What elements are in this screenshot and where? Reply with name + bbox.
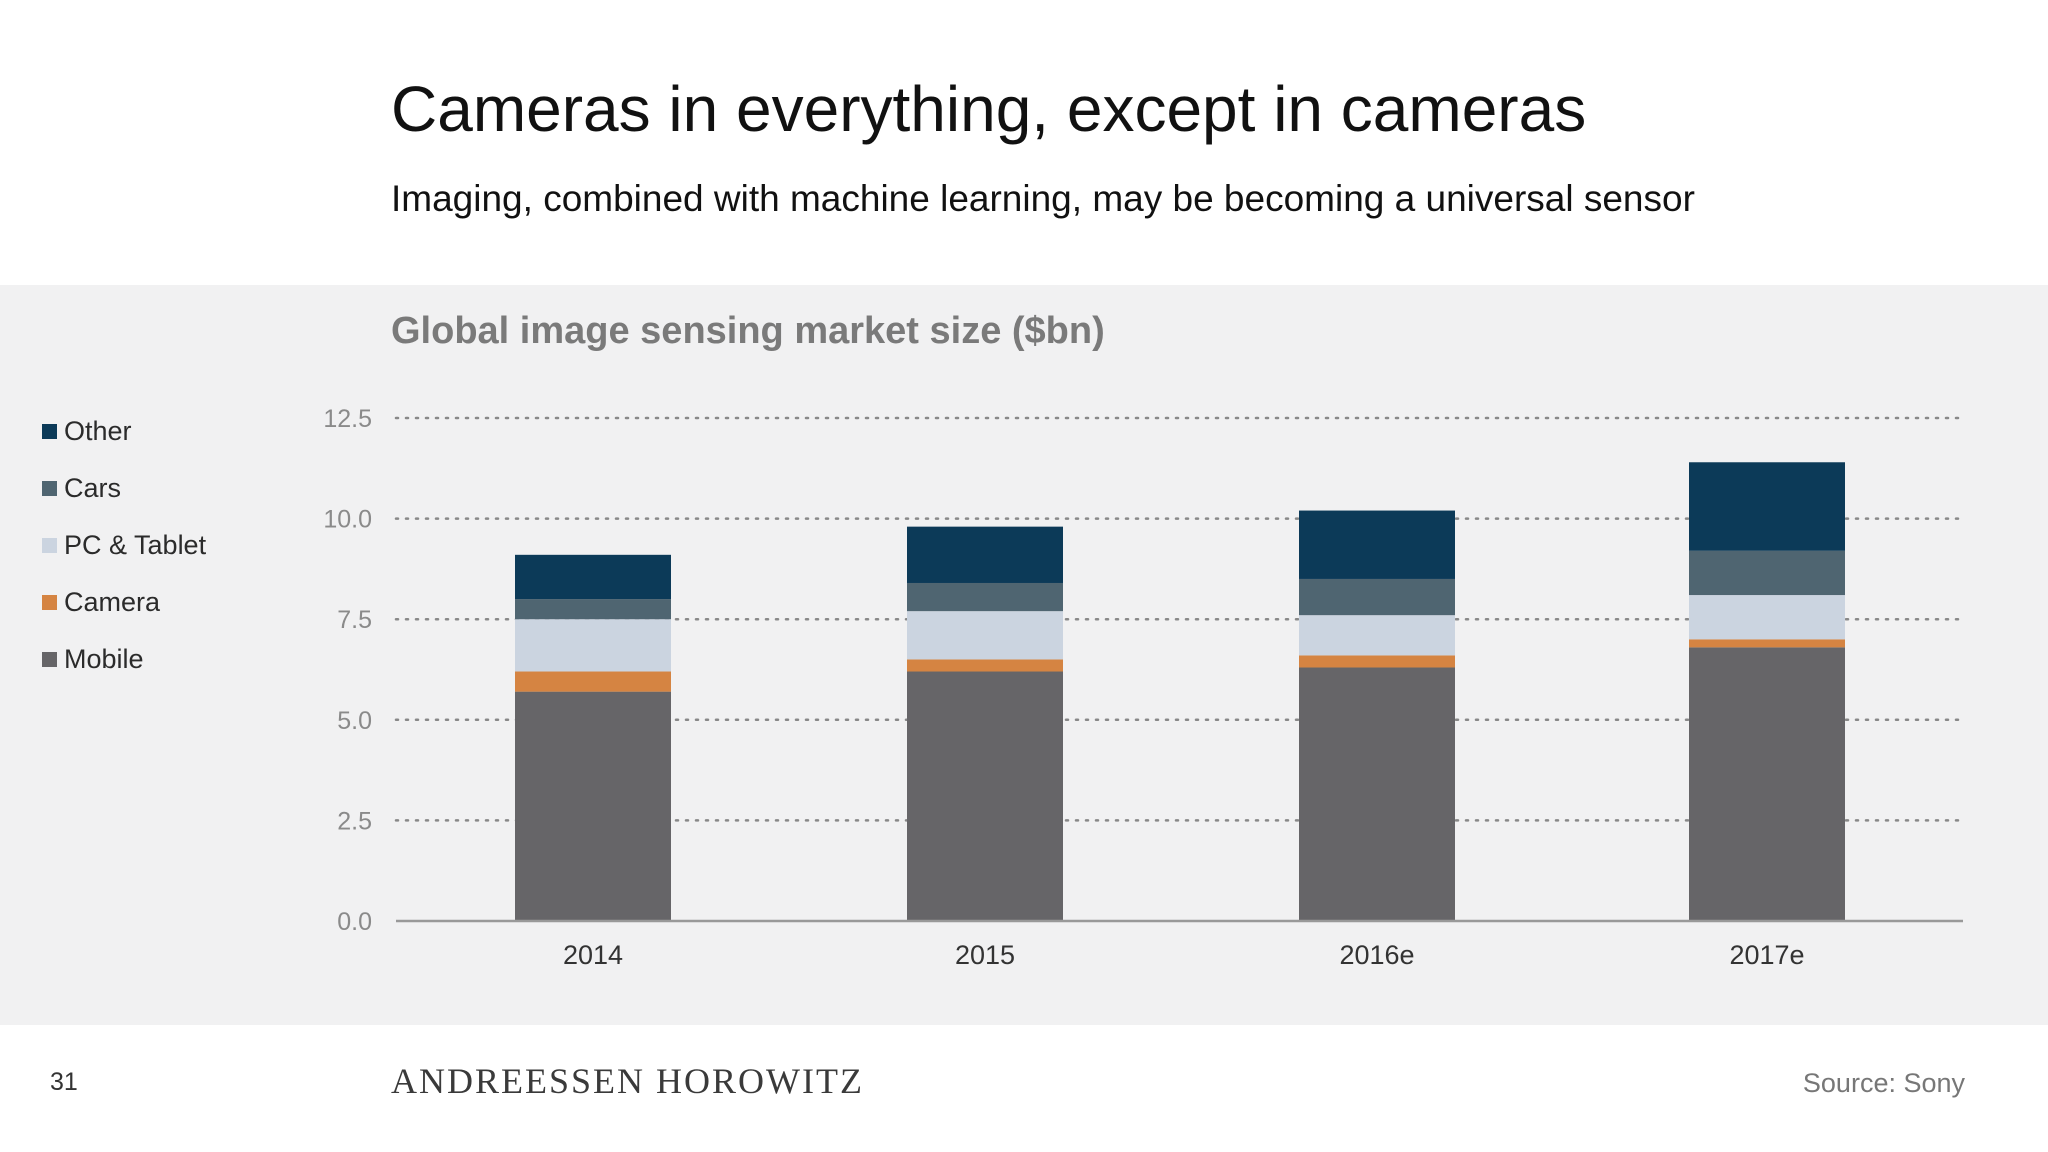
bar-segment-other	[1299, 510, 1455, 579]
bar-segment-pc-tablet	[1299, 615, 1455, 656]
chart-legend: Other Cars PC & Tablet Camera Mobile	[42, 403, 206, 688]
bar-segment-other	[1689, 462, 1845, 551]
stacked-bar-chart: 0.0 2.5 5.0 7.5 10.0 12.5 2014 2015 2016e 2017e	[323, 405, 1965, 970]
x-tick-label: 2016e	[1339, 940, 1414, 970]
bar-segment-pc-tablet	[907, 611, 1063, 660]
legend-label-camera: Camera	[64, 587, 161, 617]
y-tick-label: 10.0	[323, 506, 372, 534]
bar-segment-cars	[907, 582, 1063, 612]
legend-item-camera: Camera	[42, 574, 206, 631]
legend-swatch-cars	[42, 481, 57, 496]
source-note: Source: Sony	[1802, 1068, 1965, 1098]
legend-label-mobile: Mobile	[64, 644, 144, 674]
legend-label-pc-tablet: PC & Tablet	[64, 530, 207, 560]
bar-segment-pc-tablet	[515, 619, 671, 672]
chart-panel: Global image sensing market size ($bn) O…	[0, 285, 2048, 1025]
slide-subtitle: Imaging, combined with machine learning,…	[391, 178, 1695, 219]
legend-label-cars: Cars	[64, 473, 122, 503]
bar-segment-camera	[515, 671, 671, 692]
y-tick-label: 0.0	[337, 908, 372, 936]
bar-segment-pc-tablet	[1689, 595, 1845, 640]
y-tick-label: 12.5	[323, 405, 372, 433]
legend-item-other: Other	[42, 403, 206, 460]
legend-item-mobile: Mobile	[42, 631, 206, 688]
page-number: 31	[50, 1068, 78, 1096]
x-tick-label: 2015	[955, 940, 1015, 970]
legend-item-cars: Cars	[42, 460, 206, 517]
x-tick-label: 2017e	[1729, 940, 1804, 970]
chart-title: Global image sensing market size ($bn)	[391, 310, 1105, 352]
legend-label-other: Other	[64, 416, 132, 446]
bar-segment-other	[907, 526, 1063, 583]
bar-segment-camera	[907, 659, 1063, 672]
bar-segment-mobile	[515, 691, 671, 921]
y-tick-label: 5.0	[337, 707, 372, 735]
y-tick-label: 2.5	[337, 807, 372, 835]
y-tick-label: 7.5	[337, 606, 372, 634]
bar-segment-mobile	[1299, 667, 1455, 921]
bar-segment-mobile	[1689, 647, 1845, 921]
legend-item-pc-tablet: PC & Tablet	[42, 517, 206, 574]
slide-title: Cameras in everything, except in cameras	[391, 73, 1587, 145]
bar-segment-cars	[1299, 578, 1455, 616]
legend-swatch-other	[42, 424, 57, 439]
bar-segment-camera	[1689, 639, 1845, 648]
bar-segment-cars	[515, 599, 671, 620]
bar-segment-other	[515, 554, 671, 600]
legend-swatch-pc-tablet	[42, 538, 57, 553]
legend-swatch-camera	[42, 595, 57, 610]
bar-segment-camera	[1299, 655, 1455, 668]
bar-segment-cars	[1689, 550, 1845, 596]
brand-logo-text: ANDREESSEN HOROWITZ	[391, 1061, 864, 1101]
x-tick-label: 2014	[563, 940, 623, 970]
legend-swatch-mobile	[42, 652, 57, 667]
bar-segment-mobile	[907, 671, 1063, 921]
